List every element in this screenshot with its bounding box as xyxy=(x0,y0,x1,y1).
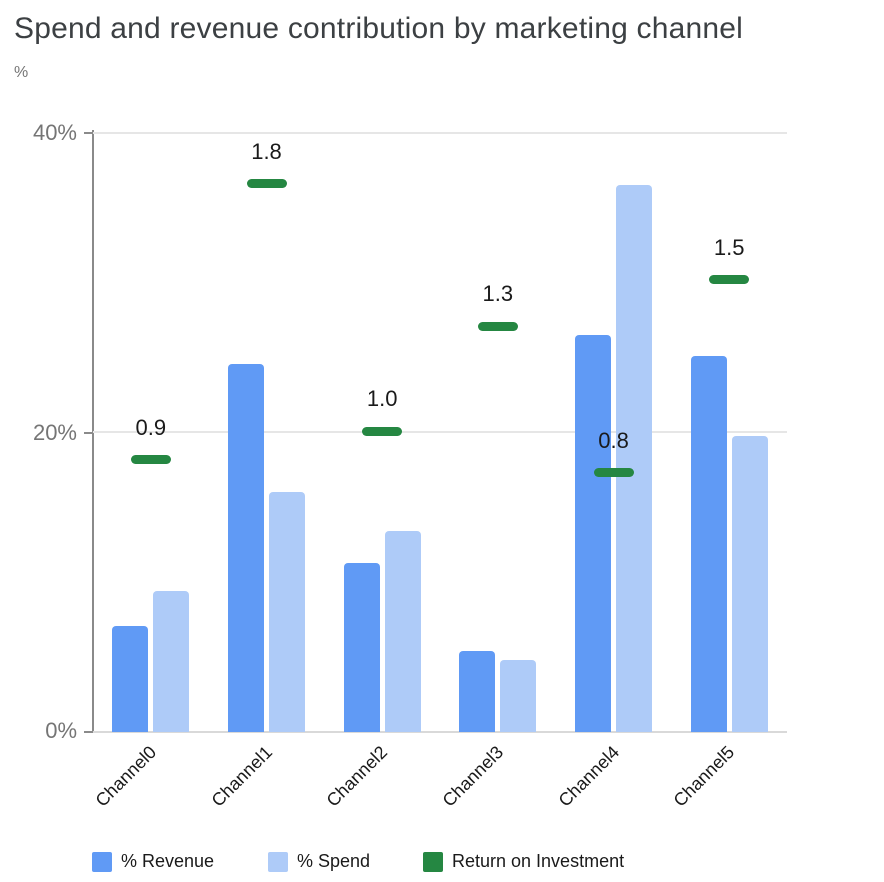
roi-value-label-channel5: 1.5 xyxy=(713,234,745,260)
x-axis-label-channel1: Channel1 xyxy=(207,742,276,811)
legend-swatch-roi xyxy=(423,851,443,872)
spend-bar-channel5[interactable] xyxy=(731,435,768,732)
roi-value-label-channel2: 1.0 xyxy=(366,386,398,411)
revenue-bar-channel2[interactable] xyxy=(343,562,380,732)
x-axis-label-channel3: Channel3 xyxy=(438,742,507,811)
revenue-bar-channel1[interactable] xyxy=(228,363,264,732)
spend-bar-channel0[interactable] xyxy=(153,591,190,732)
y-axis-title: % xyxy=(14,64,29,81)
roi-value-label-channel4: 0.8 xyxy=(598,427,629,453)
legend-swatch-revenue xyxy=(92,851,112,872)
revenue-bar-channel0[interactable] xyxy=(112,625,149,732)
roi-dash-channel2[interactable] xyxy=(362,426,403,436)
bar-group-channel3: 1.3 xyxy=(440,133,556,732)
roi-dash-channel3[interactable] xyxy=(477,321,518,331)
roi-dash-channel1[interactable] xyxy=(246,179,287,189)
roi-dash-channel4[interactable] xyxy=(593,468,634,478)
bar-group-channel1: 1.8 xyxy=(209,133,325,732)
gridline-40pct xyxy=(93,132,787,134)
revenue-bar-channel3[interactable] xyxy=(459,651,496,732)
bar-group-channel0: 0.9 xyxy=(93,133,209,732)
roi-value-label-channel0: 0.9 xyxy=(135,414,167,440)
bar-group-channel4: 0.8 xyxy=(556,133,672,732)
x-axis-line xyxy=(93,731,787,733)
x-axis-label-channel4: Channel4 xyxy=(554,742,623,811)
revenue-bar-channel4[interactable] xyxy=(575,335,612,732)
bar-group-channel5: 1.5 xyxy=(671,133,787,732)
y-axis-label-20: 20% xyxy=(32,420,77,445)
x-axis-label-channel0: Channel0 xyxy=(91,742,160,811)
gridline-20pct xyxy=(93,431,787,433)
legend: % Revenue % Spend Return on Investment xyxy=(0,851,884,873)
y-axis-tick-20 xyxy=(84,432,93,434)
y-axis-label-40: 40% xyxy=(32,120,77,145)
plot-area: 0.9 1.8 1.0 1.3 0.8 1.5 xyxy=(93,132,787,733)
roi-value-label-channel3: 1.3 xyxy=(482,281,514,307)
spend-bar-channel3[interactable] xyxy=(500,660,537,732)
bar-group-channel2: 1.0 xyxy=(324,133,440,732)
spend-bar-channel1[interactable] xyxy=(269,492,305,732)
legend-label-roi: Return on Investment xyxy=(452,851,625,871)
roi-dash-channel0[interactable] xyxy=(130,455,171,464)
x-axis-label-channel2: Channel2 xyxy=(322,742,392,811)
y-axis-tick-0 xyxy=(84,731,93,733)
spend-bar-channel4[interactable] xyxy=(616,185,653,732)
spend-bar-channel2[interactable] xyxy=(384,531,421,732)
chart-title: Spend and revenue contribution by market… xyxy=(14,12,744,45)
legend-swatch-spend xyxy=(268,851,288,872)
x-axis-label-channel5: Channel5 xyxy=(669,742,739,811)
roi-dash-channel5[interactable] xyxy=(709,275,750,285)
legend-label-spend: % Spend xyxy=(297,851,371,871)
y-axis-tick-40 xyxy=(84,132,93,134)
roi-value-label-channel1: 1.8 xyxy=(251,138,282,164)
y-axis-label-0: 0% xyxy=(45,718,77,743)
revenue-bar-channel5[interactable] xyxy=(690,356,727,732)
legend-label-revenue: % Revenue xyxy=(121,851,215,871)
legend-item-spend[interactable]: % Spend xyxy=(268,851,370,872)
legend-item-revenue[interactable]: % Revenue xyxy=(92,851,214,872)
legend-item-roi[interactable]: Return on Investment xyxy=(423,851,624,872)
bar-groups: 0.9 1.8 1.0 1.3 0.8 1.5 xyxy=(93,133,787,732)
